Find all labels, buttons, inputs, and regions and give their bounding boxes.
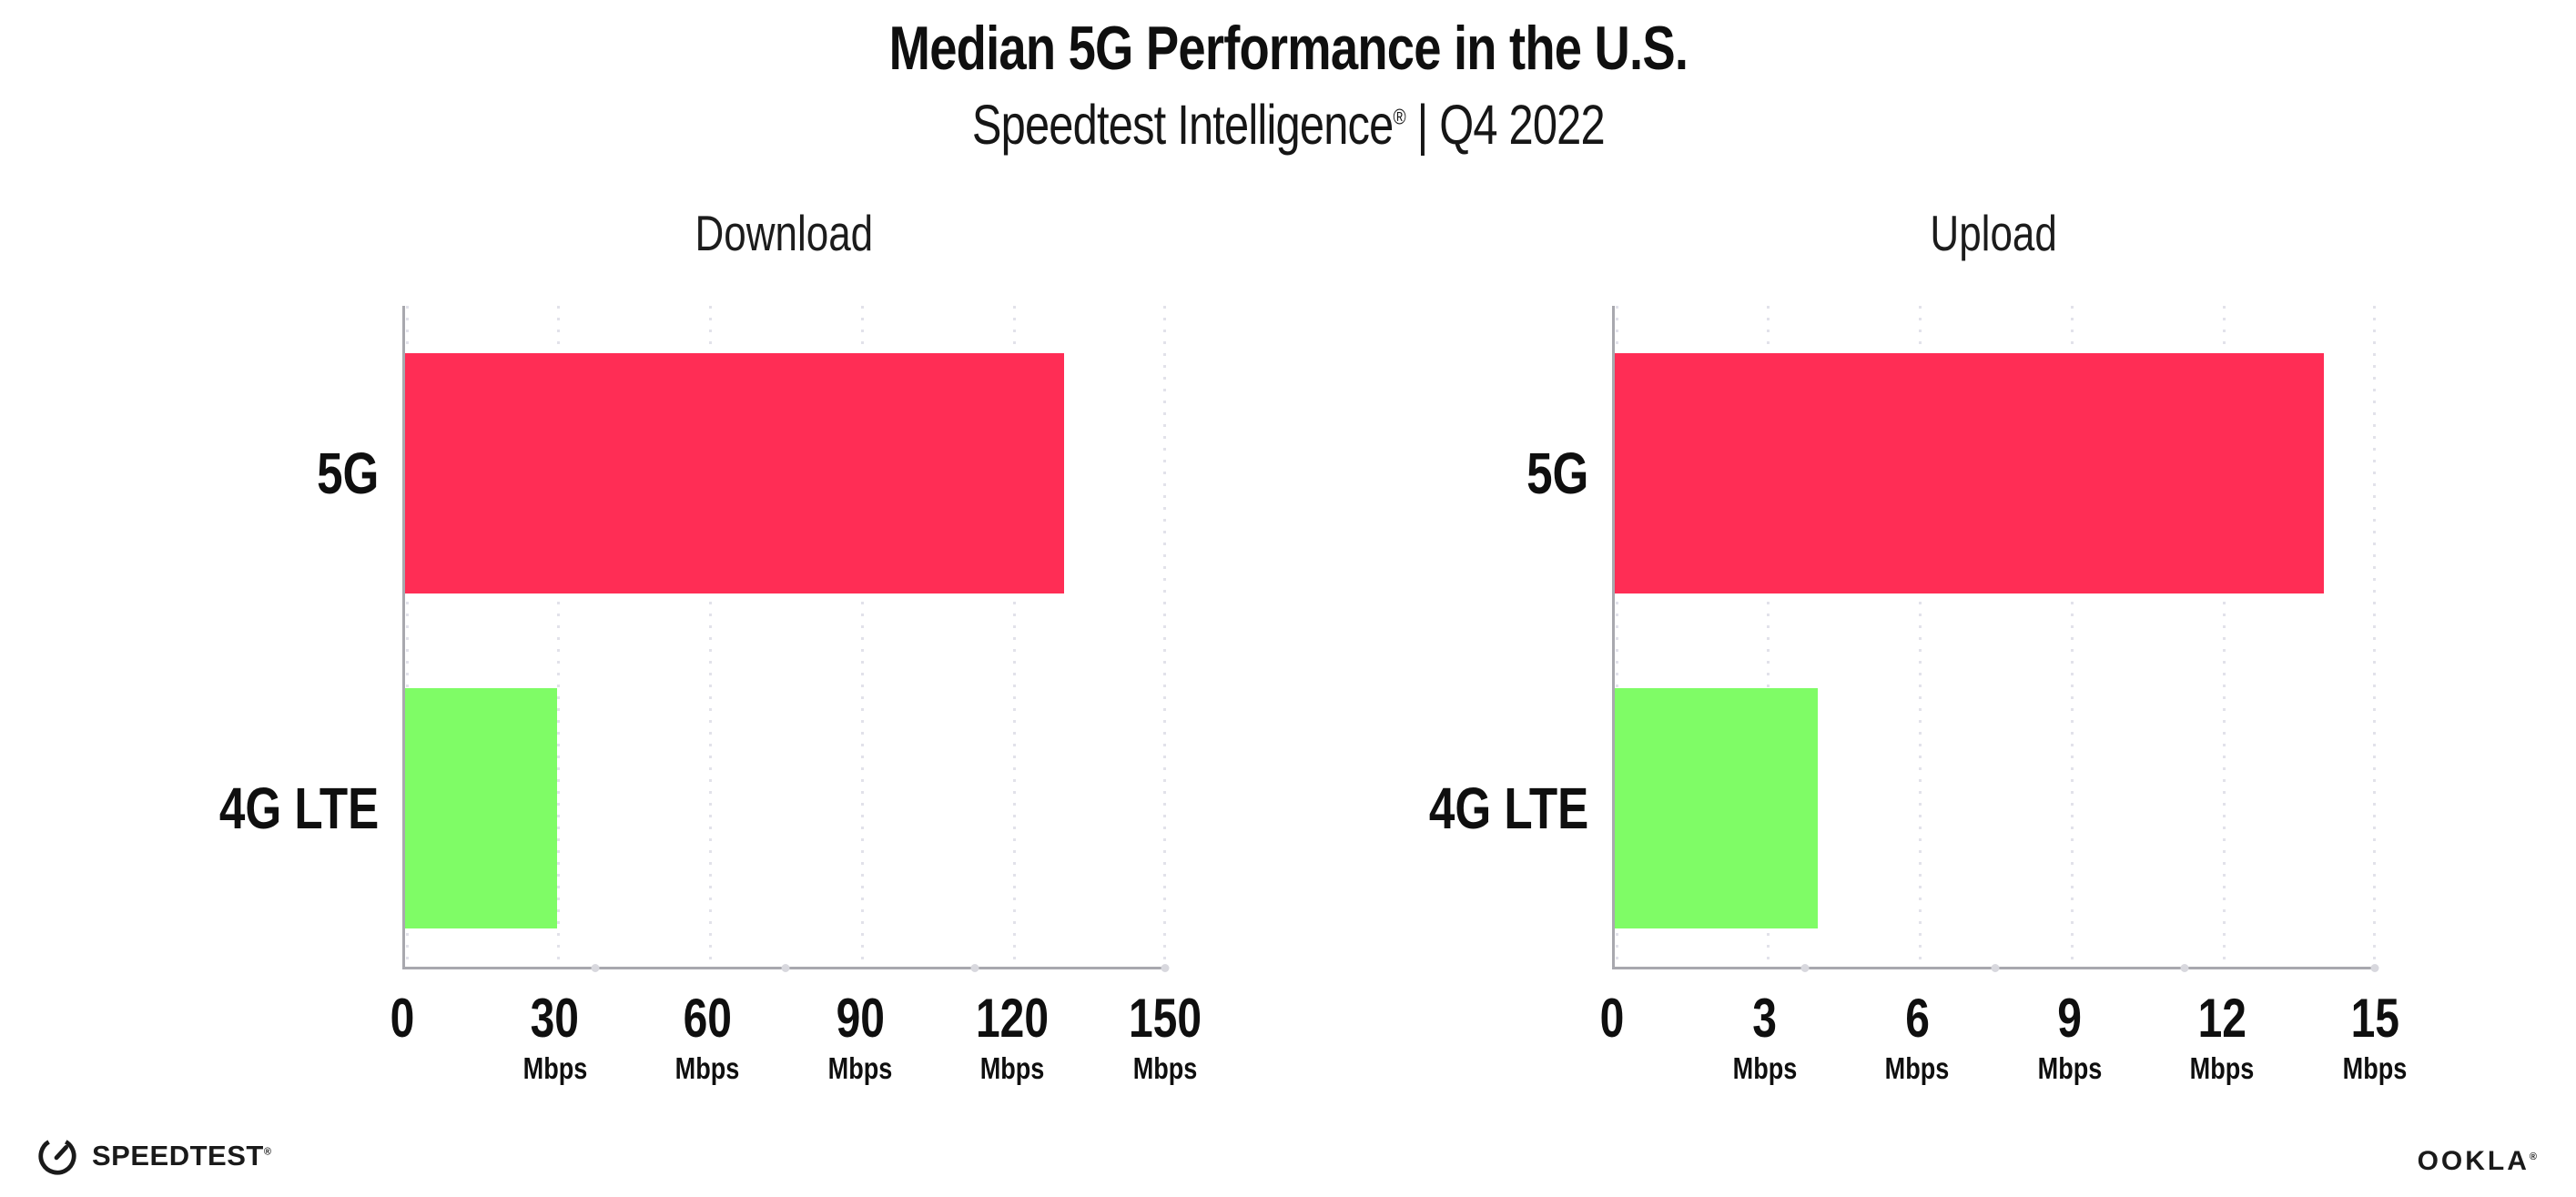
- gridline: [2373, 306, 2376, 967]
- tick-unit: Mbps: [1884, 1051, 1950, 1085]
- x-tick-120: 120 Mbps: [967, 988, 1058, 1085]
- download-chart: Download 5G 4G LTE 0 30 Mbps 60 Mbps 90 Mbp…: [219, 205, 1202, 1083]
- tick-number: 30: [530, 988, 580, 1049]
- category-label-5g-text: 5G: [316, 441, 379, 506]
- upload-chart: Upload 5G 4G LTE 0 3 Mbps 6 Mbps 9 Mbps 12 M…: [1429, 205, 2408, 1083]
- subtitle-product: Speedtest Intelligence: [971, 94, 1394, 156]
- gridline: [1616, 306, 1618, 967]
- axis-tick-dot: [1800, 964, 1810, 972]
- tick-number: 3: [1752, 988, 1777, 1049]
- tick-number: 0: [1599, 988, 1625, 1049]
- download-plot-area: [402, 306, 1170, 972]
- category-label-4g-lte: 4G LTE: [1261, 688, 1588, 928]
- speedtest-wordmark: SPEEDTEST®: [92, 1140, 272, 1172]
- ookla-logo: OOKLA®: [2418, 1146, 2540, 1177]
- speedtest-logo: SPEEDTEST®: [36, 1135, 271, 1177]
- gridline: [1013, 306, 1016, 967]
- gridline: [2071, 306, 2074, 967]
- tick-number: 90: [836, 988, 885, 1049]
- tick-unit: [387, 1053, 417, 1083]
- axis-tick-dot: [591, 964, 600, 972]
- category-label-4g-lte: 4G LTE: [51, 688, 379, 928]
- x-tick-15: 15 Mbps: [2336, 988, 2414, 1085]
- tick-unit: Mbps: [980, 1051, 1045, 1085]
- download-chart-title-text: Download: [695, 205, 873, 261]
- x-tick-0: 0: [1597, 991, 1627, 1083]
- tick-unit: Mbps: [827, 1051, 893, 1085]
- tick-number: 0: [390, 988, 415, 1049]
- axis-tick-dot: [1991, 964, 1999, 972]
- tick-unit: Mbps: [674, 1051, 740, 1085]
- category-label-4g-lte-text: 4G LTE: [1428, 776, 1588, 841]
- page-title: Median 5G Performance in the U.S.: [0, 13, 2576, 84]
- gridline: [2223, 306, 2226, 967]
- tick-number: 15: [2350, 988, 2399, 1049]
- x-tick-60: 60 Mbps: [668, 988, 746, 1085]
- page-subtitle-text: Speedtest Intelligence® | Q4 2022: [971, 93, 1605, 157]
- category-label-5g: 5G: [51, 353, 379, 593]
- x-tick-3: 3 Mbps: [1726, 988, 1804, 1085]
- page-subtitle: Speedtest Intelligence® | Q4 2022: [0, 93, 2576, 157]
- x-tick-90: 90 Mbps: [821, 988, 899, 1085]
- registered-mark: ®: [263, 1146, 272, 1158]
- tick-unit: Mbps: [1732, 1051, 1797, 1085]
- x-tick-9: 9 Mbps: [2031, 988, 2109, 1085]
- x-tick-150: 150 Mbps: [1120, 988, 1211, 1085]
- gridline: [557, 306, 560, 967]
- gridline: [1163, 306, 1166, 967]
- axis-tick-dot: [1161, 964, 1170, 972]
- x-tick-0: 0: [387, 991, 417, 1083]
- tick-unit: Mbps: [2037, 1051, 2103, 1085]
- x-tick-12: 12 Mbps: [2183, 988, 2261, 1085]
- bar-4g-lte-download: [405, 688, 557, 928]
- tick-number: 12: [2197, 988, 2247, 1049]
- gridline: [406, 306, 409, 967]
- page-title-text: Median 5G Performance in the U.S.: [888, 14, 1688, 83]
- upload-plot-area: [1612, 306, 2379, 972]
- tick-unit: [1597, 1053, 1627, 1083]
- tick-number: 6: [1904, 988, 1930, 1049]
- tick-unit: Mbps: [2190, 1051, 2255, 1085]
- axis-tick-dot: [2180, 964, 2189, 972]
- gridline: [861, 306, 864, 967]
- tick-number: 9: [2057, 988, 2083, 1049]
- upload-chart-title: Upload: [1612, 204, 2375, 262]
- gridline: [1919, 306, 1922, 967]
- gridline: [709, 306, 712, 967]
- axis-tick-dot: [970, 964, 979, 972]
- tick-unit: Mbps: [2342, 1051, 2408, 1085]
- gridline: [1767, 306, 1770, 967]
- category-label-4g-lte-text: 4G LTE: [218, 776, 379, 841]
- tick-number: 60: [683, 988, 732, 1049]
- axis-tick-dot: [781, 964, 789, 972]
- speedtest-gauge-icon: [36, 1135, 78, 1177]
- tick-number: 120: [976, 988, 1050, 1049]
- tick-unit: Mbps: [522, 1051, 587, 1085]
- x-tick-6: 6 Mbps: [1878, 988, 1956, 1085]
- tick-number: 150: [1128, 988, 1202, 1049]
- registered-mark: ®: [2529, 1151, 2540, 1162]
- tick-unit: Mbps: [1132, 1051, 1198, 1085]
- category-label-5g: 5G: [1261, 353, 1588, 593]
- ookla-wordmark: OOKLA®: [2417, 1146, 2540, 1176]
- subtitle-quarter: | Q4 2022: [1416, 94, 1605, 156]
- bar-5g-download: [405, 353, 1064, 593]
- registered-mark: ®: [1393, 105, 1405, 130]
- upload-chart-title-text: Upload: [1930, 205, 2057, 261]
- x-tick-30: 30 Mbps: [516, 988, 594, 1085]
- download-chart-title: Download: [402, 204, 1165, 262]
- axis-tick-dot: [2370, 964, 2379, 972]
- bar-4g-lte-upload: [1615, 688, 1818, 928]
- bar-5g-upload: [1615, 353, 2325, 593]
- category-label-5g-text: 5G: [1526, 441, 1588, 506]
